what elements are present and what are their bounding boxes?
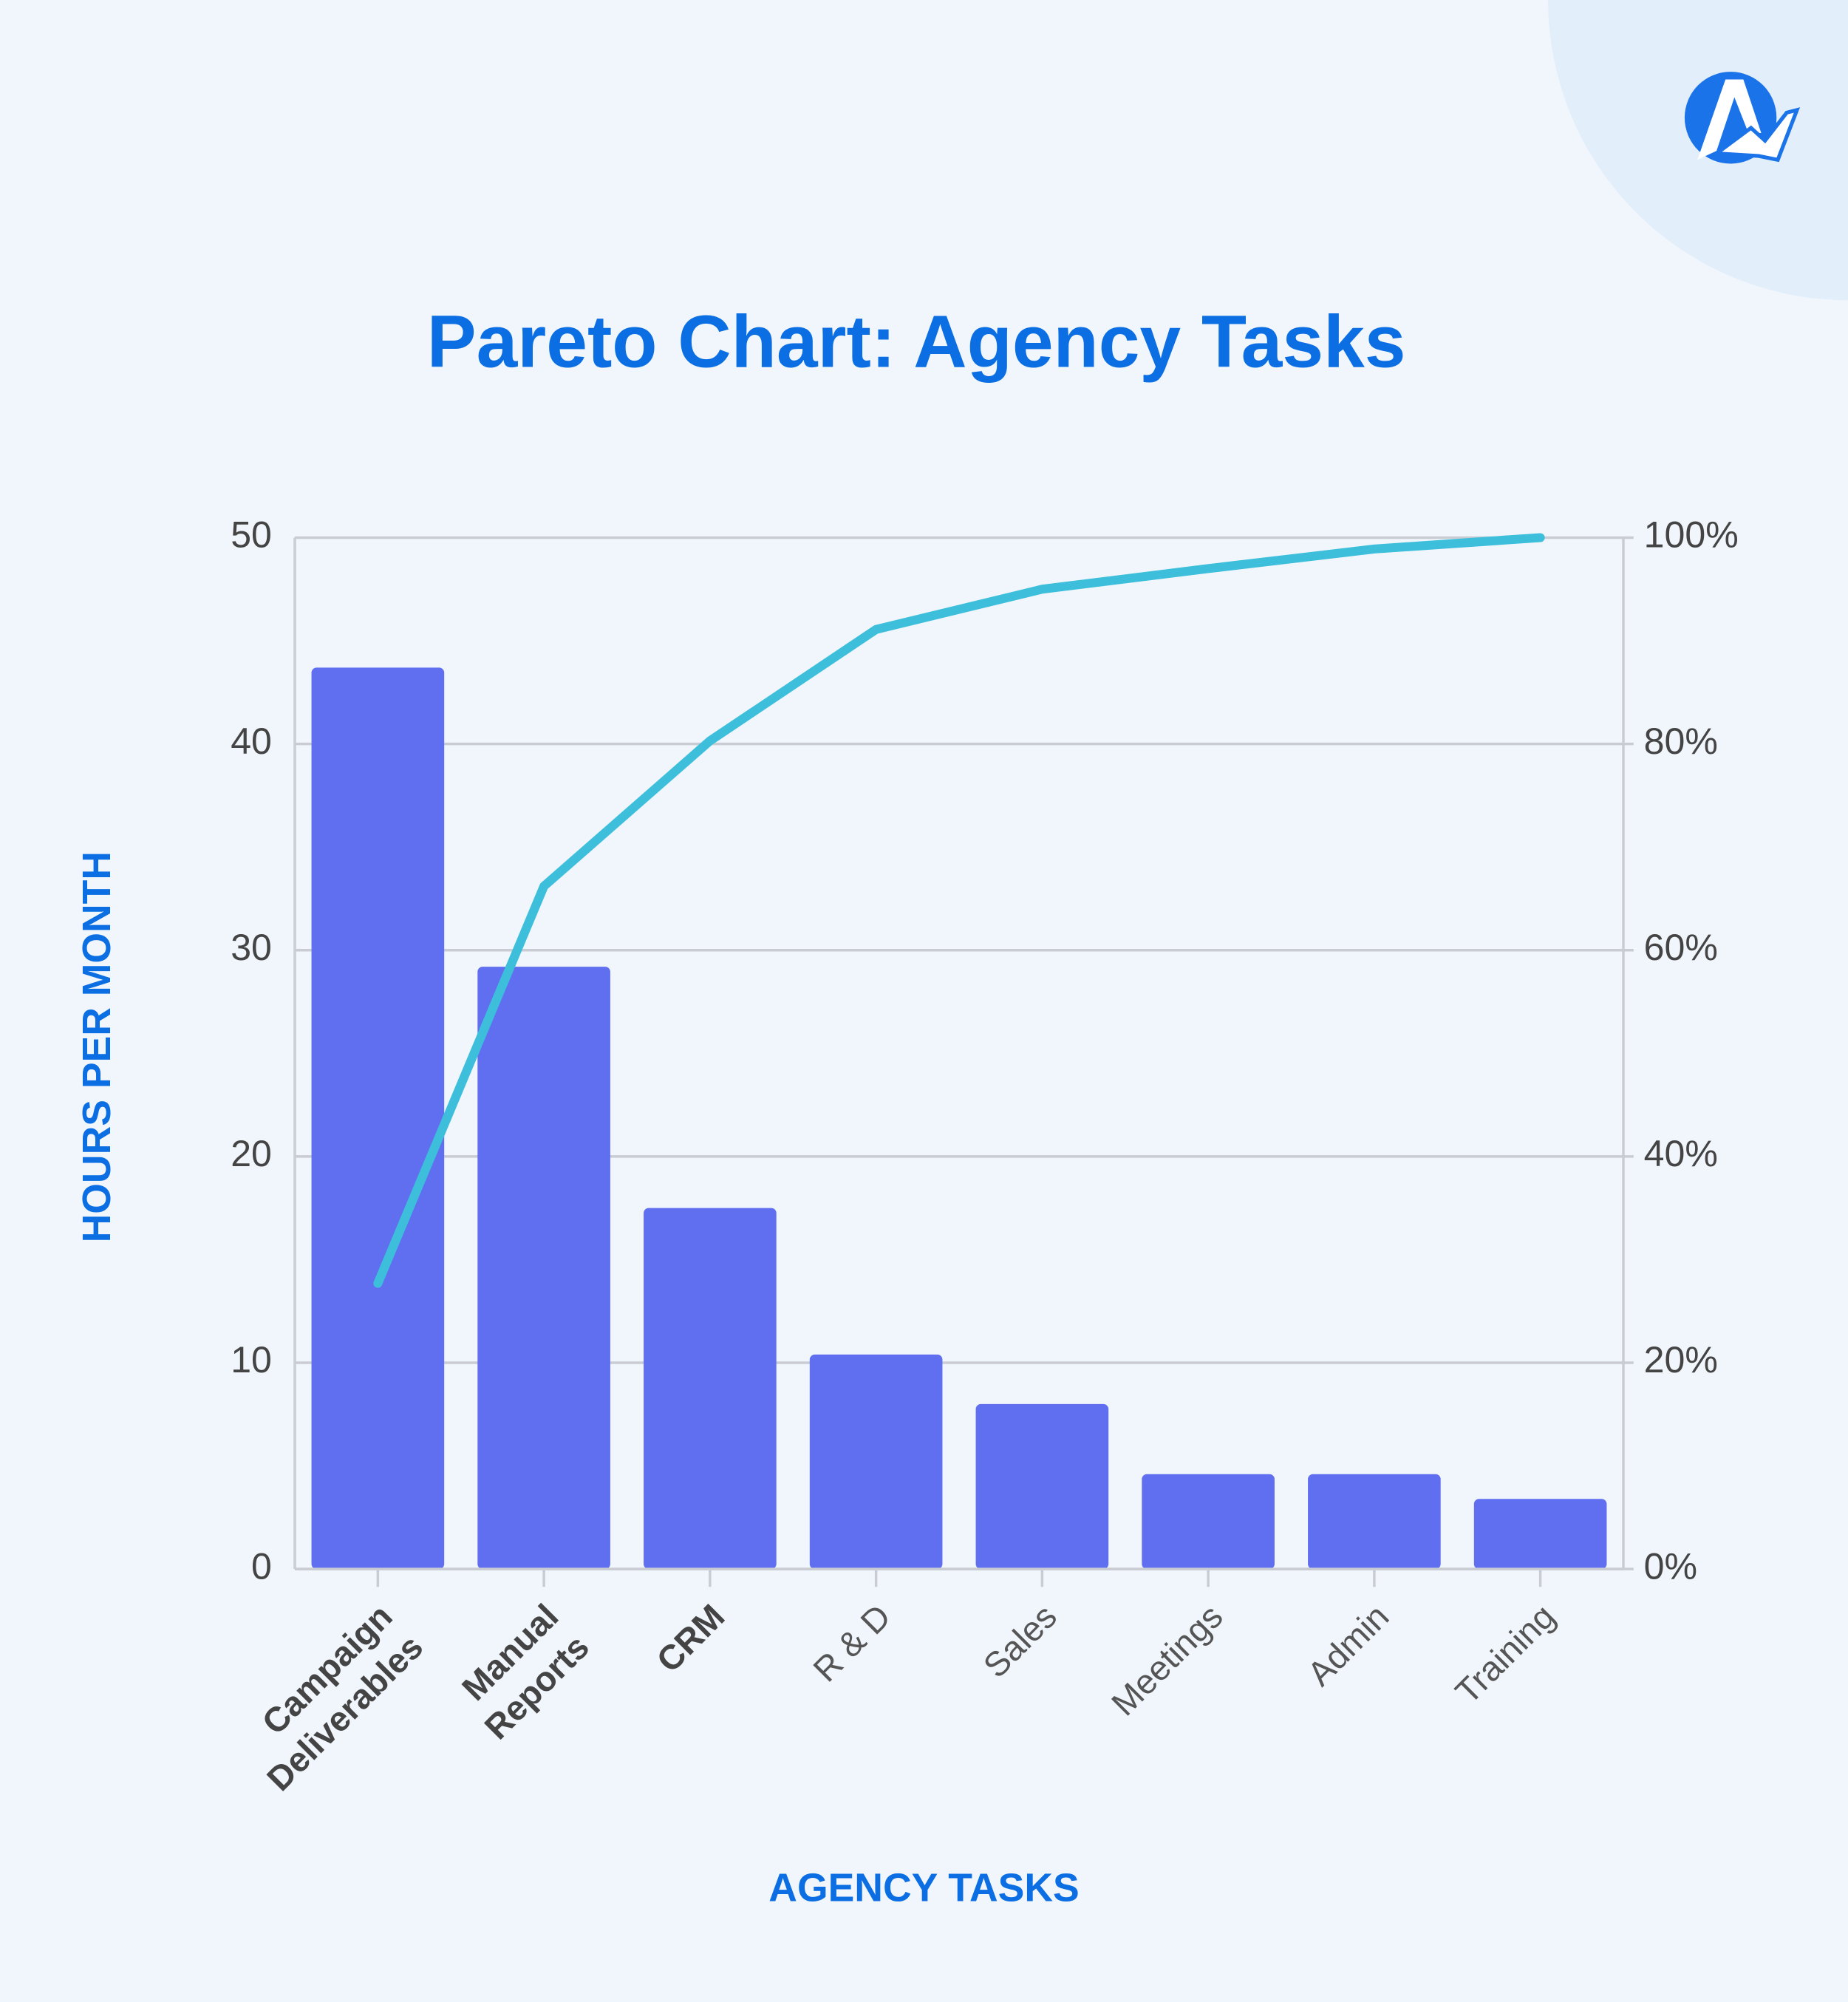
- y-axis-title: HOURS PER MONTH: [75, 851, 119, 1242]
- bar: [477, 967, 610, 1570]
- y-tick-label: 40: [231, 721, 272, 762]
- y-tick-label: 30: [231, 927, 272, 968]
- y2-tick-label: 80%: [1644, 721, 1718, 762]
- y2-tick-label: 60%: [1644, 927, 1718, 968]
- bar: [1142, 1474, 1275, 1570]
- y2-tick-label: 40%: [1644, 1133, 1718, 1174]
- x-axis-title: AGENCY TASKS: [768, 1867, 1079, 1910]
- chart-title: Pareto Chart: Agency Tasks: [427, 301, 1406, 384]
- bar: [809, 1354, 943, 1570]
- cumulative-line: [373, 533, 1545, 1288]
- y2-tick-label: 100%: [1644, 514, 1739, 556]
- logo-letter: [1697, 79, 1762, 160]
- logo-arrow: [1711, 107, 1801, 163]
- bar: [1473, 1499, 1607, 1570]
- y-tick-label: 20: [231, 1133, 272, 1174]
- bar: [975, 1403, 1109, 1570]
- y2-tick-label: 20%: [1644, 1339, 1718, 1380]
- bar: [644, 1208, 777, 1570]
- bar: [311, 667, 445, 1570]
- y2-tick-label: 0%: [1644, 1545, 1697, 1587]
- y-tick-label: 0: [251, 1545, 272, 1587]
- logo: [1684, 72, 1801, 164]
- y-tick-label: 50: [231, 514, 272, 556]
- bar: [1308, 1474, 1441, 1570]
- y-tick-label: 10: [231, 1339, 272, 1380]
